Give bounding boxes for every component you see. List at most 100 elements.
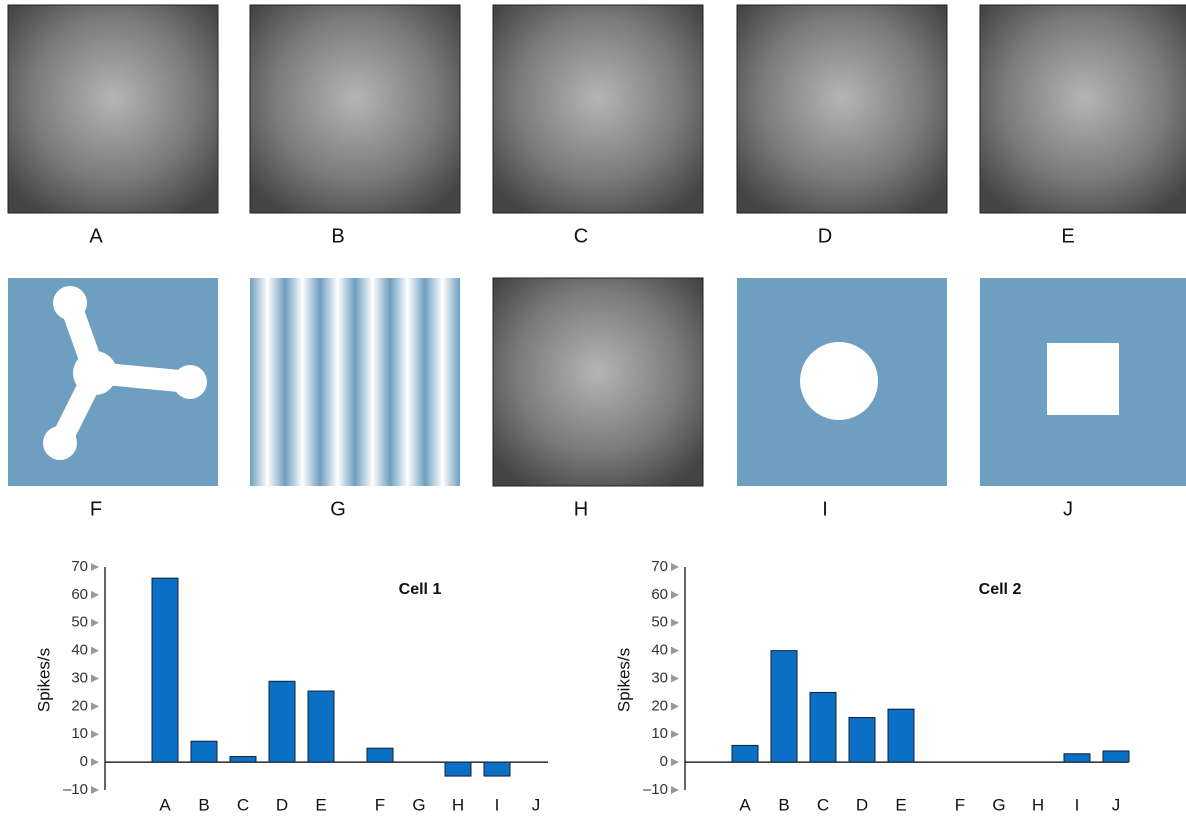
stimulus-panel [979,4,1186,214]
lobe-end [173,365,207,399]
bar [1102,750,1130,763]
y-tick-label: 30 [71,669,88,686]
chart-title: Cell 1 [399,581,442,598]
y-tick-label: 0 [80,753,88,770]
bar [731,744,759,763]
y-tick-label: 60 [651,586,668,603]
panel-label: J [1063,498,1073,520]
stimulus-panel [980,278,1186,486]
x-tick-label: E [895,795,906,814]
y-tick [671,730,679,739]
stimulus-panel [737,278,947,486]
photo-placeholder [7,4,219,214]
y-tick [91,730,99,739]
y-tick-label: 0 [660,753,668,770]
x-tick-label: A [159,795,171,814]
panel-label: G [330,498,346,520]
bar [151,577,179,763]
stimulus-panel [249,4,461,214]
bar [190,740,218,763]
panel-label: H [574,498,588,520]
photo-placeholder [979,4,1186,214]
y-axis-label: Spikes/s [34,648,53,712]
bar [809,691,837,763]
y-tick [671,702,679,711]
chart-title: Cell 2 [979,581,1022,598]
lobe-end [53,286,87,320]
bar [268,680,296,763]
y-tick [671,563,679,571]
x-tick-label: H [1032,795,1044,814]
bar [887,708,915,763]
y-tick [671,646,679,655]
photo-placeholder [492,277,704,487]
x-tick-label: E [315,795,326,814]
stimulus-panel [492,277,704,487]
panel-label: B [331,225,344,247]
y-tick-label: 60 [71,586,88,603]
x-tick-label: H [452,795,464,814]
x-tick-label: A [739,795,751,814]
stimulus-panel [736,4,948,214]
y-tick-label: 10 [651,725,668,742]
photo-placeholder [249,4,461,214]
y-tick [671,786,679,794]
y-tick-label: 40 [651,642,668,659]
y-tick-label: 30 [651,669,668,686]
bar [770,650,798,763]
x-tick-label: G [992,795,1005,814]
bar [366,747,394,763]
bar [307,690,335,763]
bar [1063,753,1091,763]
panel-label: E [1061,225,1074,247]
x-tick-label: B [778,795,789,814]
lobe-center [73,351,117,395]
y-tick [91,702,99,711]
y-tick-label: –10 [643,781,668,798]
x-tick-label: F [375,795,385,814]
y-tick [91,590,99,599]
stimulus-panel [250,278,460,486]
y-tick [91,618,99,627]
y-tick-label: 50 [651,614,668,631]
bar [848,717,876,763]
lobe-end [43,426,77,460]
y-tick-label: 20 [71,697,88,714]
x-tick-label: I [495,795,500,814]
y-tick [91,758,99,767]
x-tick-label: I [1075,795,1080,814]
stimulus-panel [7,4,219,214]
y-tick [91,674,99,683]
panel-label: I [822,498,828,520]
disc [800,342,878,420]
y-tick-label: 10 [71,725,88,742]
photo-placeholder [736,4,948,214]
x-tick-label: B [198,795,209,814]
panel-label: A [89,225,103,247]
y-tick [91,563,99,571]
bar [444,761,472,777]
panel-label: D [818,225,832,247]
y-tick [91,786,99,794]
y-tick-label: 40 [71,642,88,659]
y-tick-label: 20 [651,697,668,714]
y-tick-label: –10 [63,781,88,798]
square [1047,343,1119,415]
x-tick-label: F [955,795,965,814]
stimulus-panel [8,278,218,486]
y-tick [671,674,679,683]
y-tick [671,590,679,599]
y-tick [91,646,99,655]
x-tick-label: G [412,795,425,814]
bar [229,756,257,763]
stimulus-panel [492,4,704,214]
x-tick-label: C [237,795,249,814]
x-tick-label: C [817,795,829,814]
photo-placeholder [492,4,704,214]
y-axis-label: Spikes/s [614,648,633,712]
x-tick-label: J [532,795,541,814]
x-tick-label: D [856,795,868,814]
grating [250,278,460,486]
